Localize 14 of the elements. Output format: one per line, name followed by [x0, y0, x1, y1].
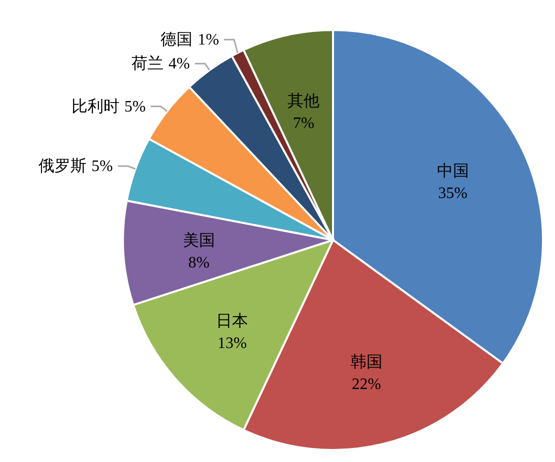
- data-label: 7%: [293, 114, 314, 132]
- data-label: 22%: [352, 376, 382, 394]
- data-label: 13%: [218, 334, 247, 352]
- data-label: 35%: [438, 184, 468, 202]
- slice-label: 德国: [160, 32, 193, 49]
- slice-label: 日本: [216, 312, 248, 330]
- slice-label: 美国: [182, 231, 215, 250]
- slice-label: 其他: [288, 92, 320, 110]
- slice-label: 比利时: [71, 97, 120, 116]
- slice-label: 韩国: [350, 353, 382, 372]
- slice-label: 中国: [436, 162, 469, 180]
- slice-label: 俄罗斯: [38, 157, 87, 176]
- slice-label: 荷兰: [132, 54, 164, 73]
- data-label: 8%: [188, 254, 210, 272]
